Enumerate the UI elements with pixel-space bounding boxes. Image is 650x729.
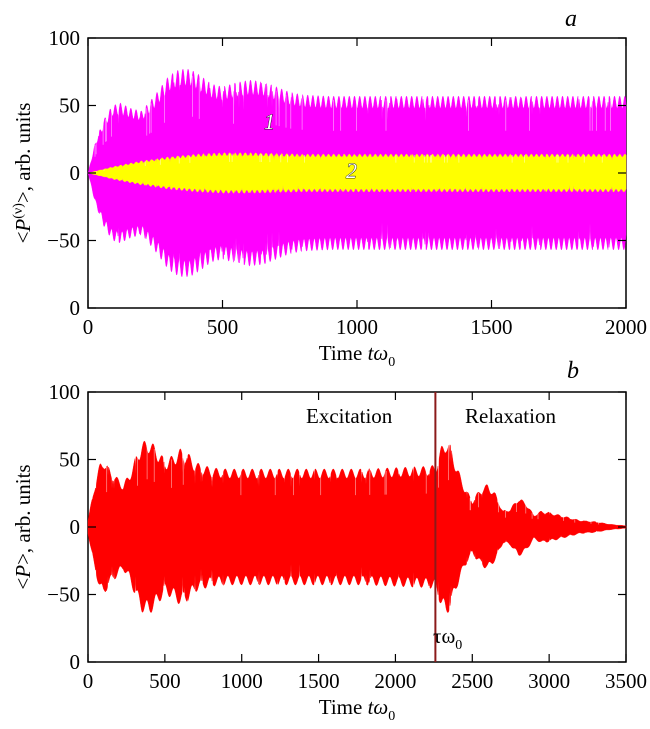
x-tick-label-a: 1500	[471, 315, 513, 339]
y-tick-label-b: 50	[59, 448, 80, 472]
y-axis-title-a: <P(ν)>, arb. units	[11, 103, 35, 244]
marker-label-tau-sub: 0	[455, 638, 462, 653]
y-tick-label-a: 100	[49, 26, 81, 50]
x-axis-title-b-var: tω	[368, 695, 389, 719]
panel-b: 0 500 1000 1500 2000 2500 3000 3500 0−50050100 …	[11, 358, 647, 724]
x-axis-title-b: Time tω0	[319, 695, 396, 724]
x-tick-label-b: 3000	[528, 669, 570, 693]
y-tick-label-a: 0	[70, 296, 81, 320]
x-tick-labels-b: 0 500 1000 1500 2000 2500 3000 3500	[83, 669, 647, 693]
annotation-excitation: Excitation	[306, 404, 393, 428]
y-tick-labels-b: 0 −50 0 50 100	[47, 380, 80, 674]
x-tick-label-a: 2000	[605, 315, 647, 339]
axis-ticks-a	[87, 37, 627, 309]
x-axis-title-a-main: Time	[319, 341, 368, 365]
x-tick-label-b: 1500	[298, 669, 340, 693]
curve-label-1: 1	[264, 109, 275, 134]
x-tick-label-a: 0	[83, 315, 94, 339]
y-tick-label-a: 0	[70, 161, 81, 185]
x-axis-title-a-sub: 0	[388, 355, 395, 370]
x-tick-label-b: 2500	[451, 669, 493, 693]
x-tick-label-b: 3500	[605, 669, 647, 693]
y-tick-label-b: 100	[49, 380, 81, 404]
panel-label-a: a	[565, 6, 577, 32]
x-axis-title-b-main: Time	[319, 695, 368, 719]
x-tick-label-b: 2000	[374, 669, 416, 693]
series-group-b	[87, 440, 627, 613]
panel-label-b: b	[567, 358, 579, 384]
series-a-2-area	[87, 152, 627, 194]
x-tick-labels-a: 0 500 1000 1500 2000	[83, 315, 647, 339]
series-b-1-area	[87, 440, 627, 613]
x-tick-label-b: 0	[83, 669, 94, 693]
marker-label-tau-main: τω	[433, 624, 455, 648]
y-tick-labels-a: 0 −50 0 50 100	[47, 26, 80, 320]
curve-label-2: 2	[346, 158, 357, 183]
y-tick-label-b: −50	[47, 583, 80, 607]
y-tick-label-b: 0	[70, 650, 81, 674]
x-tick-label-b: 500	[149, 669, 181, 693]
y-axis-title-b: <P>, arb. units	[11, 464, 35, 589]
x-tick-label-a: 1000	[336, 315, 378, 339]
axis-ticks-b	[87, 391, 627, 663]
y-tick-label-a: 50	[59, 94, 80, 118]
y-tick-label-a: −50	[47, 229, 80, 253]
marker-label-tau: τω0	[433, 624, 462, 653]
x-axis-title-a: Time tω0	[319, 341, 396, 370]
x-tick-label-b: 1000	[221, 669, 263, 693]
y-tick-label-b: 0	[70, 515, 81, 539]
annotation-relaxation: Relaxation	[465, 404, 556, 428]
series-group-a	[87, 68, 627, 278]
x-axis-title-b-sub: 0	[388, 709, 395, 724]
x-tick-label-a: 500	[207, 315, 239, 339]
x-axis-title-a-var: tω	[368, 341, 389, 365]
